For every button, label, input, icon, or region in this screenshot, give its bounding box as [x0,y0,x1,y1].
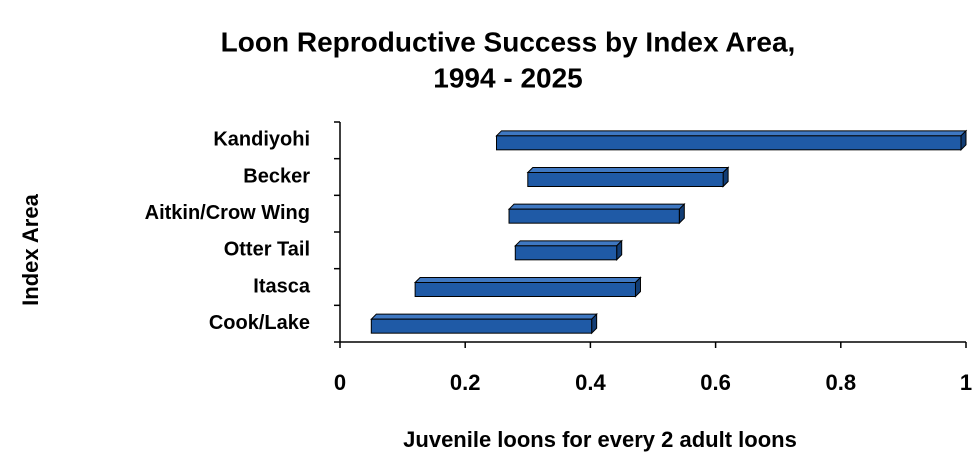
bar-top [507,203,686,210]
bar [508,208,680,224]
x-tick-label: 0.8 [826,370,857,395]
y-tick-label: Becker [243,165,310,187]
bar [414,282,636,297]
x-axis-title: Juvenile loons for every 2 adult loons [403,427,797,452]
bar [527,172,724,187]
x-tick-label: 0.4 [575,370,606,395]
chart-title: Loon Reproductive Success by Index Area, [221,26,796,57]
y-axis-title: Index Area [18,193,43,305]
chart-title: 1994 - 2025 [433,62,582,93]
bar [496,135,962,151]
bar-top [370,313,598,320]
y-tick-label: Otter Tail [224,239,310,261]
x-tick-label: 0.2 [450,370,481,395]
bar-top [413,277,642,283]
y-tick-label: Cook/Lake [209,312,310,334]
y-tick-label: Itasca [253,275,311,297]
bar [370,318,593,334]
bar-top [526,167,730,173]
y-tick-label: Kandiyohi [213,129,310,151]
x-tick-label: 0.6 [700,370,731,395]
x-tick-label: 1 [960,370,972,395]
bar-top [495,130,968,137]
bar-top [514,240,623,247]
y-tick-label: Aitkin/Crow Wing [145,202,310,224]
x-tick-label: 0 [334,370,346,395]
bar [514,245,618,261]
